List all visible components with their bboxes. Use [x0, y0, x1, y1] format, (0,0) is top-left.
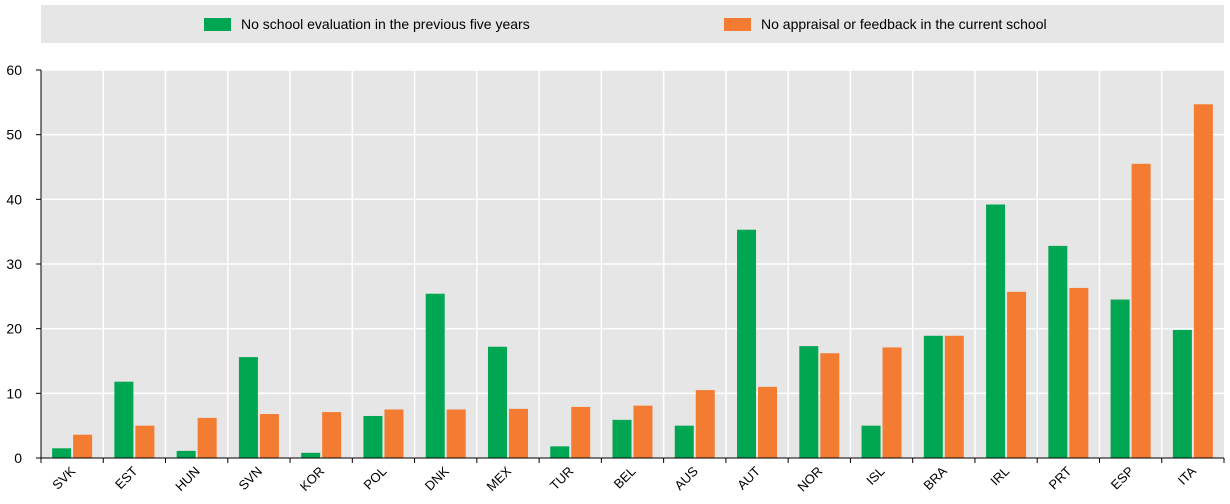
x-tick-label-ita: ITA [1175, 463, 1199, 487]
bar-1-esp [1110, 299, 1130, 458]
bar-1-kor [301, 452, 321, 458]
bar-2-pol [384, 409, 404, 458]
bar-1-est [114, 381, 134, 458]
bar-2-est [135, 425, 155, 458]
bar-2-ita [1193, 104, 1213, 459]
bar-1-irl [986, 204, 1006, 458]
x-tick-label-prt: PRT [1046, 463, 1075, 492]
bar-2-bel [633, 405, 653, 458]
bar-2-nor [820, 353, 840, 458]
x-tick-label-pol: POL [361, 464, 390, 493]
bar-2-svn [259, 414, 279, 458]
legend-label-series-1: No school evaluation in the previous fiv… [241, 16, 530, 32]
x-tick-label-est: EST [112, 463, 141, 492]
x-tick-label-nor: NOR [794, 464, 825, 495]
x-tick-label-svn: SVN [236, 464, 266, 494]
x-tick-label-tur: TUR [547, 464, 576, 493]
y-tick-label: 40 [6, 191, 22, 207]
y-tick-label: 20 [6, 321, 22, 337]
bar-1-bel [612, 419, 632, 458]
bar-1-aut [737, 229, 757, 458]
x-tick-label-bel: BEL [611, 464, 639, 492]
bar-2-esp [1131, 163, 1151, 458]
y-tick-label: 50 [6, 127, 22, 143]
legend: No school evaluation in the previous fiv… [41, 5, 1224, 43]
x-tick-label-dnk: DNK [422, 463, 452, 493]
bar-2-isl [882, 347, 902, 458]
x-tick-label-hun: HUN [172, 464, 203, 495]
x-tick-label-aus: AUS [671, 463, 701, 493]
bar-2-aut [758, 386, 778, 458]
x-tick-label-isl: ISL [863, 464, 887, 488]
y-tick-label: 0 [14, 450, 22, 466]
bar-1-svk [52, 448, 72, 458]
x-tick-label-esp: ESP [1108, 464, 1137, 493]
legend-swatch-series-1 [204, 17, 231, 31]
bar-1-isl [861, 425, 881, 458]
x-tick-label-mex: MEX [484, 463, 515, 494]
x-tick-label-irl: IRL [987, 464, 1012, 489]
bar-2-bra [944, 335, 964, 458]
bar-2-svk [73, 434, 93, 458]
bar-2-mex [508, 408, 528, 458]
bar-1-tur [550, 446, 570, 458]
legend-swatch-series-2 [724, 17, 751, 31]
bar-2-irl [1007, 291, 1027, 458]
bar-2-hun [197, 417, 217, 458]
legend-label-series-2: No appraisal or feedback in the current … [761, 16, 1047, 32]
bar-1-svn [238, 357, 258, 458]
x-tick-label-aut: AUT [734, 463, 763, 492]
x-tick-label-kor: KOR [297, 464, 328, 495]
bar-1-aus [674, 425, 694, 458]
legend-item-series-1: No school evaluation in the previous fiv… [204, 5, 530, 43]
legend-item-series-2: No appraisal or feedback in the current … [724, 5, 1047, 43]
x-tick-label-svk: SVK [49, 463, 78, 492]
bar-1-prt [1048, 245, 1068, 458]
bar-2-tur [571, 406, 591, 458]
y-tick-label: 60 [6, 62, 22, 78]
y-tick-label: 10 [6, 385, 22, 401]
bar-1-ita [1172, 329, 1192, 458]
bar-1-nor [799, 346, 819, 458]
bar-1-mex [487, 346, 507, 458]
bar-1-dnk [425, 293, 445, 458]
bar-2-prt [1069, 287, 1089, 458]
bar-2-dnk [446, 409, 466, 458]
bar-1-pol [363, 415, 383, 458]
bar-1-bra [923, 335, 943, 458]
bar-2-kor [322, 412, 342, 458]
bar-1-hun [176, 450, 196, 458]
bar-2-aus [695, 390, 715, 458]
y-tick-label: 30 [6, 256, 22, 272]
x-tick-label-bra: BRA [920, 463, 950, 493]
